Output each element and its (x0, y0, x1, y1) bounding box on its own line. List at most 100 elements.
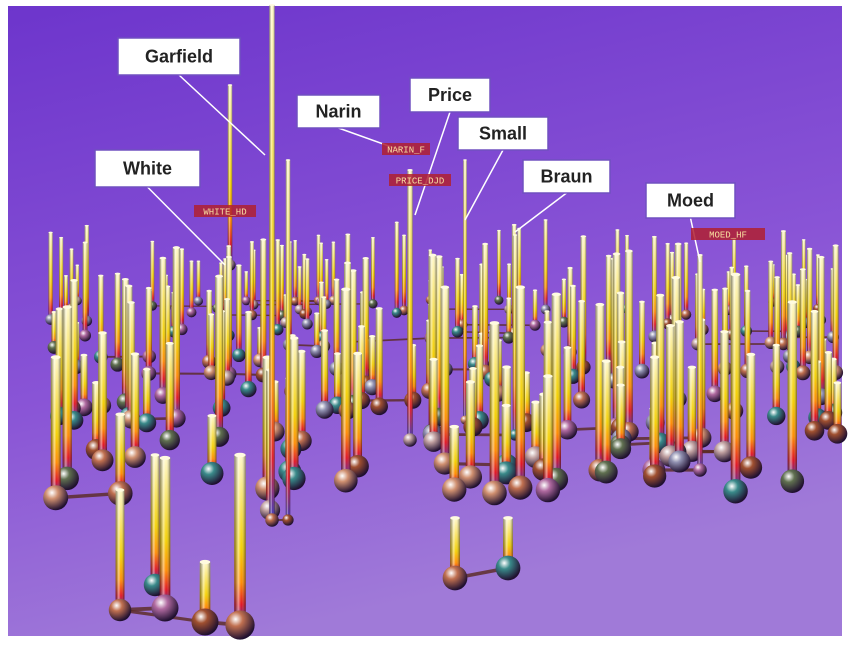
pole-shade (250, 242, 254, 315)
pole-shade (665, 244, 669, 324)
node-sphere (200, 462, 223, 485)
node-sphere (536, 478, 560, 502)
node-sphere (482, 481, 507, 506)
pole-cap (76, 265, 80, 266)
pole-cap (226, 256, 232, 258)
pole-cap (190, 260, 194, 262)
node-sphere (79, 330, 91, 342)
pole-cap (115, 273, 121, 275)
node-sphere (225, 610, 254, 639)
pole-shade (825, 352, 832, 420)
pole-cap (228, 84, 232, 86)
pole-shade (688, 367, 696, 451)
pole-cap (85, 225, 89, 227)
label-text: Garfield (145, 46, 213, 66)
pole-cap (83, 242, 88, 244)
pole-cap (625, 250, 633, 253)
pole-cap (744, 265, 748, 267)
pole-cap (544, 321, 552, 324)
pole-shade (543, 376, 552, 490)
pole-cap (70, 279, 77, 282)
pole-cap (639, 301, 645, 303)
pole-cap (207, 414, 216, 418)
node-sphere (92, 449, 114, 471)
pole-cap (567, 267, 572, 269)
node-sphere (265, 513, 279, 527)
pole-shade (166, 343, 174, 440)
pole-cap (334, 279, 340, 281)
pole-cap (665, 243, 669, 245)
pole-cap (570, 285, 576, 287)
pole-cap (666, 324, 674, 327)
node-sphere (573, 391, 590, 408)
pole-cap (206, 290, 211, 292)
pole-cap (59, 237, 63, 239)
pole-cap (345, 233, 350, 235)
tag-text: NARIN_F (387, 145, 425, 155)
pole-shade (811, 311, 819, 430)
node-sphere (442, 477, 466, 501)
pole-cap (70, 248, 74, 249)
pole-shade (788, 302, 797, 481)
node-sphere (827, 424, 847, 444)
pole-shade (234, 455, 245, 625)
label-text: Narin (315, 101, 361, 121)
pole-cap (720, 330, 728, 333)
pole-shade (173, 248, 180, 419)
node-sphere (316, 401, 334, 419)
pole-cap (429, 254, 437, 257)
pole-cap (712, 289, 718, 292)
node-sphere (681, 310, 691, 320)
node-sphere (443, 566, 468, 591)
pole-cap (319, 243, 323, 244)
pole-cap (226, 245, 231, 247)
pole-cap (625, 235, 629, 237)
pole-cap (684, 242, 688, 244)
pole-shade (562, 279, 566, 322)
pole-cap (224, 298, 230, 300)
pole-shade (578, 301, 585, 400)
pole-cap (98, 331, 107, 334)
pole-cap (197, 260, 201, 261)
node-sphere (595, 461, 618, 484)
pole-cap (280, 245, 284, 247)
pole-cap (818, 256, 825, 259)
tag-text: MOED_HF (709, 230, 747, 240)
pole-shade (236, 265, 241, 355)
pole-shade (497, 231, 501, 301)
pole-cap (332, 242, 336, 243)
node-sphere (152, 595, 179, 622)
pole-cap (319, 281, 324, 283)
pole-shade (606, 256, 612, 367)
tag-text: PRICE_DJD (396, 176, 445, 186)
pole-cap (269, 4, 274, 6)
pole-shade (280, 246, 284, 316)
node-sphere (192, 609, 219, 636)
pole-shade (544, 220, 548, 310)
pole-shade (466, 382, 475, 477)
pole-cap (746, 353, 755, 357)
pole-cap (503, 516, 513, 520)
pole-cap (816, 254, 820, 256)
pole-cap (672, 276, 680, 279)
pole-shade (675, 322, 684, 462)
pole-cap (321, 296, 326, 298)
pole-cap (244, 271, 248, 272)
pole-shade (697, 255, 702, 470)
pole-cap (334, 352, 341, 355)
pole-shade (63, 307, 72, 478)
pole-cap (606, 255, 612, 257)
label-text: Braun (540, 166, 592, 186)
pole-shade (602, 361, 611, 472)
pole-shade (463, 160, 467, 420)
pole-cap (652, 236, 657, 238)
node-sphere (530, 320, 541, 331)
pole-cap (807, 248, 812, 250)
pole-cap (562, 279, 566, 281)
pole-shade (395, 222, 399, 313)
pole-cap (51, 355, 61, 359)
node-sphere (282, 467, 305, 490)
pole-shade (746, 354, 755, 467)
pole-cap (286, 159, 290, 161)
pole-cap (353, 352, 362, 355)
